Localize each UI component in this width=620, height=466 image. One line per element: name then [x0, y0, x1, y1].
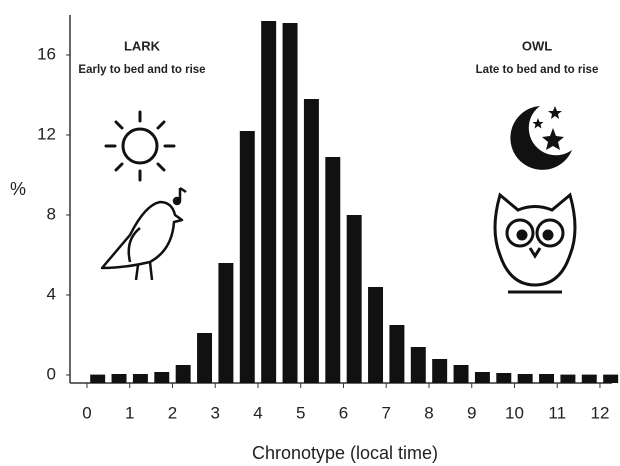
- x-tick-label: 11: [548, 403, 566, 422]
- x-tick-label: 2: [168, 403, 177, 422]
- x-tick-label: 10: [505, 403, 524, 422]
- bird-icon: [102, 188, 186, 280]
- bar: [347, 215, 362, 383]
- bar: [154, 372, 169, 383]
- x-tick-label: 3: [210, 403, 219, 422]
- x-tick-label: 9: [467, 403, 476, 422]
- y-tick-label: 12: [37, 124, 56, 143]
- x-tick-label: 1: [125, 403, 134, 422]
- x-tick-label: 4: [253, 403, 262, 422]
- y-tick-label: 8: [47, 204, 56, 223]
- bar: [304, 99, 319, 383]
- owl-title: OWL: [522, 38, 552, 53]
- owl-subtitle: Late to bed and to rise: [476, 64, 599, 76]
- x-tick-label: 6: [339, 403, 348, 422]
- bar: [90, 375, 105, 383]
- bar: [197, 333, 212, 383]
- bar: [368, 287, 383, 383]
- x-tick-label: 8: [424, 403, 433, 422]
- x-tick-label: 5: [296, 403, 305, 422]
- bar: [261, 21, 276, 383]
- lark-title: LARK: [124, 38, 161, 53]
- bar: [582, 375, 597, 383]
- bar: [112, 374, 127, 383]
- bar: [454, 365, 469, 383]
- chart: % Chronotype (local time) LARK Early to …: [0, 0, 620, 466]
- bar: [133, 374, 148, 383]
- y-tick-label: 16: [37, 44, 56, 63]
- bar: [603, 375, 618, 383]
- y-tick-label: 0: [47, 364, 56, 383]
- y-tick-label: 4: [47, 284, 56, 303]
- bar: [475, 372, 490, 383]
- bar: [218, 263, 233, 383]
- bar: [389, 325, 404, 383]
- moon-icon: [510, 106, 572, 170]
- bar: [176, 365, 191, 383]
- x-tick-label: 0: [82, 403, 91, 422]
- bar: [240, 131, 255, 383]
- y-axis-label: %: [10, 179, 26, 199]
- bar: [539, 374, 554, 383]
- bar: [496, 373, 511, 383]
- sun-icon: [106, 112, 174, 180]
- lark-subtitle: Early to bed and to rise: [78, 64, 205, 76]
- bar: [283, 23, 298, 383]
- bar: [411, 347, 426, 383]
- x-tick-label: 7: [381, 403, 390, 422]
- x-axis-label: Chronotype (local time): [252, 443, 438, 463]
- bar: [325, 157, 340, 383]
- bar: [432, 359, 447, 383]
- owl-icon: [495, 195, 575, 292]
- bar: [560, 375, 575, 383]
- bar: [518, 374, 533, 383]
- x-tick-label: 12: [591, 403, 610, 422]
